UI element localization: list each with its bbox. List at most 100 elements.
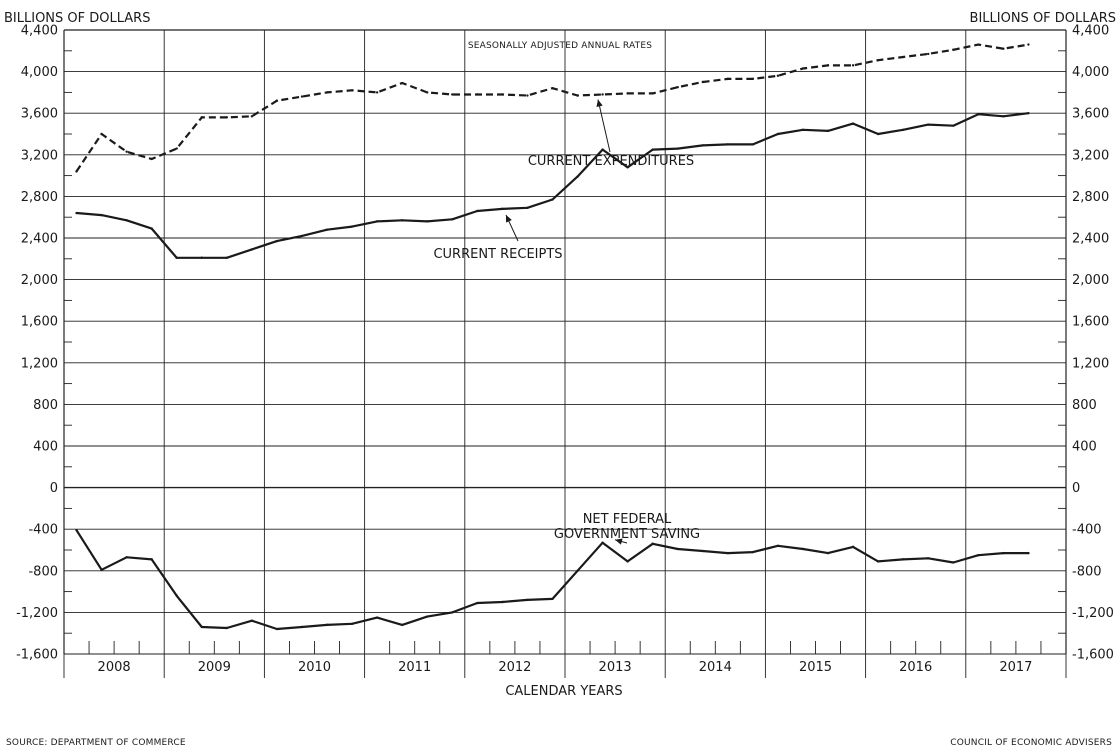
current-expenditures-point: [325, 91, 329, 94]
current-expenditures-point: [676, 86, 679, 89]
series-layer: [75, 43, 1030, 631]
series-label-saving-line1: NET FEDERAL: [583, 512, 672, 527]
x-tick-label: 2017: [999, 660, 1032, 675]
current-receipts-point: [275, 239, 279, 243]
y-tick-label-left: 2,400: [21, 232, 58, 247]
current-receipts-point: [952, 124, 955, 127]
current-receipts-point: [701, 144, 704, 147]
current-expenditures-point: [125, 150, 128, 153]
current-expenditures-point: [300, 95, 304, 98]
net-federal-saving-point: [726, 551, 730, 555]
net-federal-saving-point: [200, 625, 203, 629]
x-tick-label: 2016: [899, 660, 932, 675]
x-tick-label: 2009: [198, 660, 231, 675]
current-receipts-point: [901, 128, 905, 132]
net-federal-saving-point: [851, 545, 855, 549]
series-label-saving-line2: GOVERNMENT SAVING: [554, 527, 700, 542]
y-tick-label-right: 0: [1072, 481, 1080, 496]
current-receipts-point: [801, 128, 805, 132]
series-label-expenditures: CURRENT EXPENDITURES: [528, 154, 694, 169]
current-receipts-point: [350, 225, 354, 228]
current-expenditures-point: [551, 87, 554, 90]
left-axis-title: BILLIONS OF DOLLARS: [4, 11, 150, 26]
current-receipts-point: [200, 256, 203, 259]
current-expenditures-point: [927, 52, 930, 56]
y-tick-label-left: 1,200: [21, 356, 58, 371]
net-federal-saving-point: [927, 557, 930, 560]
current-receipts-point: [100, 213, 103, 217]
current-expenditures-point: [451, 93, 454, 96]
current-expenditures-point: [175, 147, 178, 150]
current-receipts-point: [125, 219, 128, 222]
y-tick-label-right: 3,600: [1072, 107, 1109, 122]
current-expenditures-point: [576, 94, 579, 97]
net-federal-saving-point: [426, 615, 429, 618]
net-federal-saving-point: [526, 598, 529, 602]
current-receipts-point: [300, 234, 304, 238]
y-tick-label-right: 1,600: [1072, 315, 1109, 330]
net-federal-saving-line: [75, 529, 1029, 631]
net-federal-saving-point: [801, 547, 805, 551]
net-federal-saving-point: [275, 627, 279, 631]
tick-layer: [64, 50, 1066, 654]
expenditures-leader: [597, 99, 611, 153]
current-expenditures-line: [75, 43, 1029, 173]
current-receipts-point: [876, 132, 880, 136]
net-federal-saving-point: [300, 625, 304, 629]
current-receipts-point: [726, 143, 730, 146]
seasonal-note: SEASONALLY ADJUSTED ANNUAL RATES: [468, 41, 652, 51]
y-tick-label-left: 400: [33, 440, 58, 455]
net-federal-saving-point: [601, 541, 604, 544]
saving-arrowhead: [615, 538, 623, 545]
current-receipts-point: [250, 248, 254, 251]
current-receipts-point: [400, 219, 404, 222]
current-expenditures-point: [726, 77, 730, 81]
current-expenditures-point: [100, 132, 103, 136]
y-tick-label-left: -400: [28, 523, 58, 538]
net-federal-saving-point: [175, 594, 178, 597]
current-expenditures-point: [476, 93, 479, 96]
current-receipts-point: [751, 143, 755, 146]
current-receipts-point: [325, 228, 329, 231]
current-expenditures-point: [501, 93, 504, 96]
current-receipts-point: [851, 122, 855, 125]
current-expenditures-point: [776, 74, 780, 77]
right-axis-title: BILLIONS OF DOLLARS: [970, 11, 1116, 26]
net-federal-saving-point: [125, 556, 128, 559]
current-expenditures-point: [225, 116, 229, 119]
net-federal-saving-point: [751, 550, 755, 554]
x-tick-label: 2010: [298, 660, 331, 675]
current-receipts-point: [927, 123, 930, 126]
x-tick-label: 2014: [699, 660, 732, 675]
current-receipts-point: [175, 256, 178, 259]
y-tick-label-left: -800: [28, 564, 58, 579]
net-federal-saving-point: [651, 542, 654, 545]
current-expenditures-point: [275, 99, 279, 102]
net-federal-saving-point: [350, 622, 354, 626]
y-tick-label-right: 2,400: [1072, 232, 1109, 247]
expenditures-arrowhead: [596, 99, 603, 108]
net-federal-saving-point: [901, 558, 905, 561]
current-expenditures-point: [1027, 43, 1030, 46]
current-expenditures-point: [426, 91, 429, 94]
current-expenditures-point: [851, 64, 855, 67]
x-tick-label: 2011: [398, 660, 431, 675]
net-federal-saving-point: [325, 623, 329, 627]
y-tick-label-right: 800: [1072, 398, 1097, 413]
current-receipts-point: [426, 220, 429, 223]
current-expenditures-point: [952, 48, 955, 51]
x-axis-title: CALENDAR YEARS: [505, 684, 622, 699]
net-federal-saving-point: [501, 600, 504, 604]
current-receipts-point: [551, 198, 554, 201]
net-federal-saving-point: [375, 616, 379, 619]
net-federal-saving-point: [225, 626, 229, 630]
y-tick-label-right: 2,800: [1072, 190, 1109, 205]
net-federal-saving-point: [952, 561, 955, 564]
net-federal-saving-point: [876, 560, 880, 563]
current-receipts-point: [601, 148, 604, 151]
current-receipts-point: [1002, 115, 1005, 118]
current-expenditures-point: [200, 116, 203, 119]
current-expenditures-point: [977, 43, 980, 46]
